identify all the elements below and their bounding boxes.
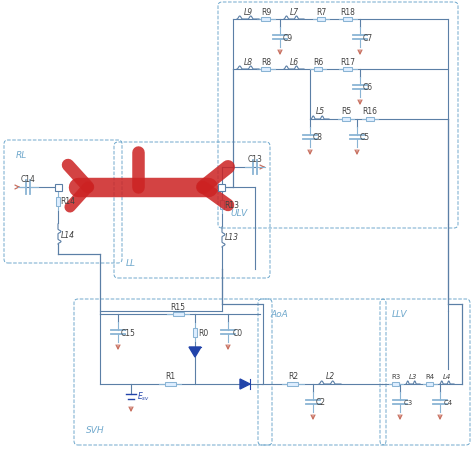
- Text: $E_{sv}$: $E_{sv}$: [137, 390, 149, 403]
- Bar: [173, 312, 183, 317]
- Text: L2: L2: [326, 372, 335, 381]
- Bar: [344, 67, 353, 72]
- Text: C3: C3: [403, 399, 413, 405]
- Bar: [55, 184, 62, 191]
- Text: R16: R16: [363, 107, 377, 116]
- Polygon shape: [189, 347, 201, 357]
- Bar: [366, 118, 374, 122]
- Text: R3: R3: [392, 373, 401, 379]
- Text: C5: C5: [360, 133, 370, 142]
- Text: SVH: SVH: [86, 425, 105, 434]
- Text: R2: R2: [288, 372, 298, 381]
- Text: LL: LL: [126, 258, 136, 268]
- Text: C8: C8: [313, 133, 323, 142]
- Text: R8: R8: [261, 57, 271, 67]
- Bar: [56, 197, 60, 206]
- Text: R9: R9: [261, 7, 271, 17]
- Text: R5: R5: [341, 107, 351, 116]
- Text: L8: L8: [244, 57, 253, 67]
- Text: C4: C4: [444, 399, 453, 405]
- Text: L14: L14: [61, 230, 75, 239]
- Bar: [262, 18, 271, 22]
- Bar: [164, 382, 175, 386]
- Text: C9: C9: [283, 34, 293, 42]
- Text: ULV: ULV: [230, 208, 247, 218]
- Text: C15: C15: [120, 328, 136, 337]
- Bar: [392, 382, 400, 386]
- Text: L9: L9: [244, 7, 253, 17]
- Text: L5: L5: [315, 107, 325, 116]
- Text: C7: C7: [363, 34, 373, 42]
- Bar: [342, 118, 350, 122]
- Text: C14: C14: [20, 174, 36, 183]
- Bar: [317, 18, 325, 22]
- Polygon shape: [240, 379, 250, 389]
- Text: C0: C0: [233, 328, 243, 337]
- Bar: [262, 67, 271, 72]
- Text: C2: C2: [316, 397, 326, 407]
- Text: R7: R7: [316, 7, 326, 17]
- Bar: [219, 184, 226, 191]
- Bar: [344, 18, 353, 22]
- Text: R4: R4: [426, 373, 435, 379]
- Text: R17: R17: [340, 57, 356, 67]
- Text: AoA: AoA: [270, 309, 288, 318]
- Text: L6: L6: [290, 57, 299, 67]
- Bar: [314, 67, 322, 72]
- Text: RL: RL: [16, 151, 27, 160]
- Bar: [288, 382, 299, 386]
- Text: L13: L13: [225, 233, 239, 242]
- Text: LLV: LLV: [392, 309, 408, 318]
- Text: R18: R18: [340, 7, 356, 17]
- Text: L4: L4: [443, 373, 451, 379]
- Text: L7: L7: [290, 7, 299, 17]
- Bar: [427, 382, 434, 386]
- Text: R14: R14: [61, 197, 75, 206]
- Text: R6: R6: [313, 57, 323, 67]
- Text: C6: C6: [363, 84, 373, 92]
- Text: R15: R15: [171, 302, 185, 311]
- Text: R1: R1: [165, 372, 175, 381]
- Text: L3: L3: [409, 373, 417, 379]
- Text: C13: C13: [247, 154, 263, 163]
- Bar: [220, 200, 224, 209]
- Text: R13: R13: [225, 200, 239, 209]
- Text: R0: R0: [198, 328, 208, 337]
- Bar: [193, 328, 197, 337]
